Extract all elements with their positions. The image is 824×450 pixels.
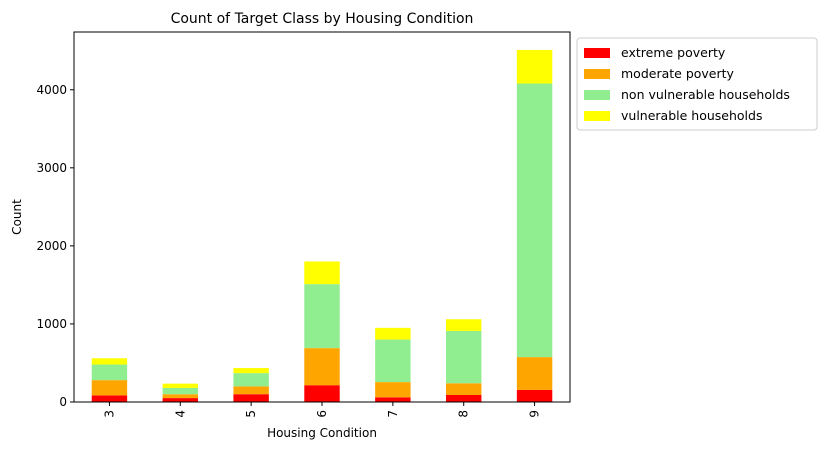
- bar-vulnerable-households-9: [516, 49, 553, 84]
- bar-moderate-poverty-8: [446, 383, 482, 395]
- bar-moderate-poverty-4: [162, 394, 198, 399]
- bar-vulnerable-households-8: [446, 319, 482, 331]
- bars-group: [91, 49, 553, 402]
- bar-moderate-poverty-3: [91, 380, 128, 396]
- x-axis-label: Housing Condition: [267, 426, 377, 440]
- legend-label: vulnerable households: [621, 108, 762, 123]
- y-axis: 0 1000 2000 3000 4000: [36, 83, 74, 409]
- legend-swatch: [584, 90, 610, 100]
- legend-box: [576, 37, 818, 131]
- x-axis: 3 4 5 6 7 8 9: [102, 402, 542, 418]
- bar-moderate-poverty-7: [375, 382, 411, 398]
- bar-vulnerable-households-4: [162, 383, 198, 388]
- x-tick-label: 5: [244, 410, 258, 418]
- bar-extreme-poverty-9: [516, 389, 553, 402]
- y-tick-label: 3000: [36, 161, 67, 175]
- y-axis-label: Count: [10, 199, 24, 235]
- legend-swatch: [584, 69, 610, 79]
- bar-extreme-poverty-6: [304, 385, 340, 402]
- bar-non-vulnerable-households-3: [91, 364, 128, 381]
- bar-extreme-poverty-5: [233, 394, 269, 402]
- x-tick-label: 4: [173, 410, 187, 418]
- legend-swatch: [584, 48, 610, 58]
- bar-non-vulnerable-households-5: [233, 373, 269, 387]
- bar-non-vulnerable-households-7: [375, 339, 411, 383]
- bar-extreme-poverty-3: [91, 395, 128, 402]
- bar-extreme-poverty-8: [446, 394, 482, 402]
- plot-frame: [73, 31, 571, 403]
- bar-extreme-poverty-7: [375, 397, 411, 402]
- bar-non-vulnerable-households-6: [304, 284, 340, 349]
- x-tick-label: 6: [315, 410, 329, 418]
- chart-title: Count of Target Class by Housing Conditi…: [171, 11, 474, 27]
- y-tick-label: 4000: [36, 83, 67, 97]
- bar-non-vulnerable-households-4: [162, 387, 198, 395]
- legend: extreme poverty moderate poverty non vulne…: [576, 37, 818, 131]
- bar-vulnerable-households-7: [375, 327, 411, 340]
- x-tick-label: 8: [457, 410, 471, 418]
- bar-non-vulnerable-households-9: [516, 83, 553, 358]
- legend-label: non vulnerable households: [621, 87, 790, 102]
- y-tick-label: 0: [59, 395, 67, 409]
- bar-vulnerable-households-5: [233, 368, 269, 374]
- legend-swatch: [584, 111, 610, 121]
- y-tick-label: 2000: [36, 239, 67, 253]
- x-tick-label: 9: [528, 410, 542, 418]
- bar-extreme-poverty-4: [162, 398, 198, 402]
- bar-moderate-poverty-6: [304, 348, 340, 386]
- x-tick-label: 7: [386, 410, 400, 418]
- bar-vulnerable-households-3: [91, 358, 128, 365]
- bar-moderate-poverty-5: [233, 386, 269, 395]
- bar-vulnerable-households-6: [304, 261, 340, 285]
- y-tick-label: 1000: [36, 317, 67, 331]
- x-tick-label: 3: [102, 410, 116, 418]
- legend-label: moderate poverty: [621, 66, 735, 81]
- bar-non-vulnerable-households-8: [446, 330, 482, 384]
- bar-moderate-poverty-9: [516, 357, 553, 390]
- legend-label: extreme poverty: [621, 45, 726, 60]
